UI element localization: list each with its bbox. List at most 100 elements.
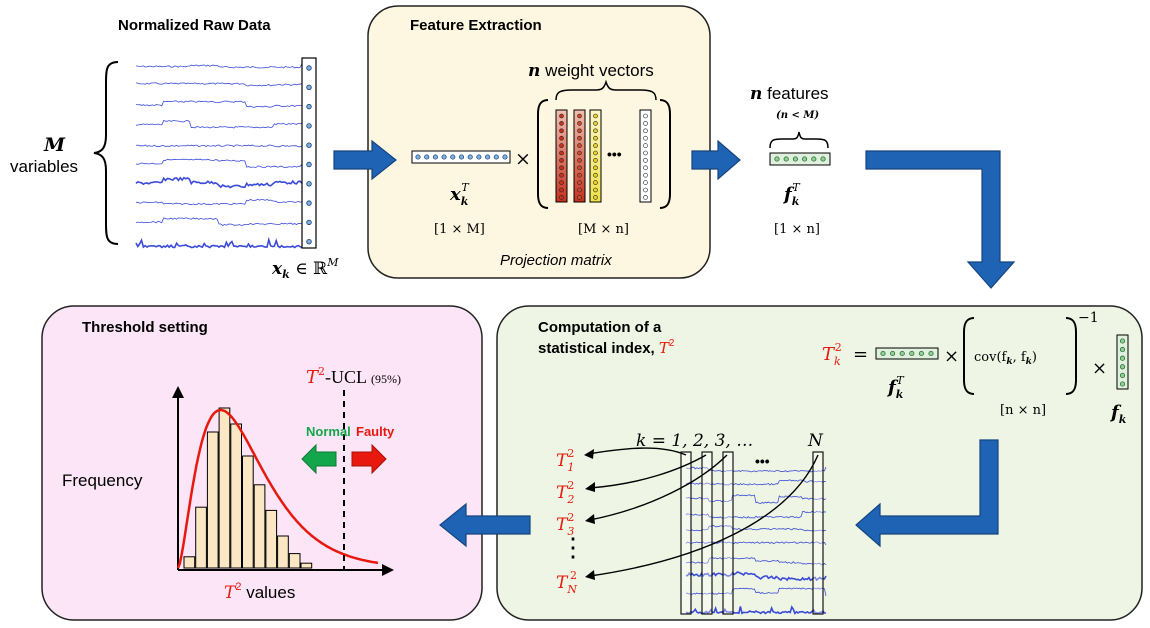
curve-arrow-3 bbox=[589, 454, 728, 521]
weight-dot bbox=[593, 158, 598, 163]
weight-dot bbox=[593, 143, 598, 148]
signal-line bbox=[135, 144, 303, 148]
feature-dot bbox=[1119, 372, 1126, 378]
fkt-label: fkT bbox=[782, 181, 801, 208]
equals-symbol: = bbox=[853, 344, 868, 365]
histogram-bar bbox=[218, 407, 231, 569]
weight-dot bbox=[643, 187, 648, 193]
n-less-m-label: (n < M) bbox=[776, 110, 819, 121]
curve-arrowhead-1 bbox=[584, 449, 594, 459]
feature-dot bbox=[1119, 364, 1126, 370]
weight-dot bbox=[559, 165, 564, 171]
signal-line bbox=[135, 176, 303, 189]
tk2-label: Tk2 bbox=[822, 341, 842, 368]
vector-dot bbox=[493, 154, 499, 160]
cov-expression: cov(fk, fk) bbox=[974, 350, 1037, 367]
feature-dot bbox=[909, 350, 915, 357]
vector-dot bbox=[306, 161, 312, 168]
weight-dot bbox=[593, 195, 598, 200]
weight-dot bbox=[577, 180, 582, 185]
weight-vectors-brace bbox=[555, 79, 657, 101]
feature-dot bbox=[1119, 347, 1126, 353]
weight-dot bbox=[559, 158, 564, 163]
times-symbol-3: × bbox=[1092, 358, 1107, 379]
weight-dot bbox=[643, 128, 648, 134]
feature-dot bbox=[783, 156, 789, 162]
threshold-setting-panel bbox=[41, 305, 483, 621]
t2-vertical-dots: ⋮ bbox=[560, 533, 586, 563]
stat-fk-vector-dots bbox=[1119, 338, 1126, 387]
weight-dot bbox=[593, 121, 598, 126]
weight-dot bbox=[559, 121, 564, 126]
feature-dot bbox=[880, 350, 886, 357]
arrow-statistic-to-scores bbox=[855, 439, 999, 548]
signal-line bbox=[135, 236, 303, 249]
feature-extraction-title: Feature Extraction bbox=[410, 17, 542, 34]
weight-dot bbox=[643, 143, 648, 148]
histogram-bar bbox=[288, 553, 301, 569]
times-symbol-1: × bbox=[515, 148, 531, 170]
signal-line bbox=[135, 158, 303, 168]
vector-dot bbox=[306, 219, 312, 226]
weight-dot bbox=[577, 143, 582, 148]
sample-column bbox=[812, 451, 824, 615]
weight-dot bbox=[643, 165, 648, 171]
feature-dot bbox=[802, 156, 808, 162]
cov-dimension: [n × n] bbox=[1000, 403, 1046, 418]
matrix-left-bracket bbox=[537, 99, 549, 209]
signal-line bbox=[135, 63, 303, 69]
statistic-panel bbox=[496, 305, 1143, 621]
m-label: M bbox=[43, 134, 66, 156]
n-features-label: n features bbox=[750, 84, 829, 104]
weight-vector-column bbox=[589, 109, 602, 203]
signal-line bbox=[685, 525, 827, 532]
x-axis-arrowhead bbox=[382, 564, 394, 576]
times-symbol-2: × bbox=[944, 346, 959, 367]
signal-line bbox=[135, 217, 303, 226]
weight-dot bbox=[559, 135, 564, 141]
projection-matrix-label: Projection matrix bbox=[500, 252, 612, 269]
vector-dot bbox=[476, 154, 482, 160]
xk-column-vector bbox=[301, 57, 317, 249]
weight-dot bbox=[577, 195, 582, 200]
weight-vector-columns bbox=[555, 109, 652, 203]
faulty-label: Faulty bbox=[356, 424, 395, 439]
weight-dot bbox=[593, 172, 598, 178]
stat-fkt-row-vector bbox=[875, 347, 939, 360]
vector-dot bbox=[306, 103, 312, 110]
weight-vector-column bbox=[555, 109, 568, 203]
weight-dot bbox=[593, 165, 598, 171]
signal-line bbox=[135, 100, 303, 108]
weight-dot bbox=[643, 150, 648, 156]
vector-dot bbox=[306, 84, 312, 90]
normal-label: Normal bbox=[306, 424, 351, 439]
vector-dot bbox=[306, 200, 312, 206]
histogram-bar bbox=[277, 535, 289, 569]
histogram-bar bbox=[195, 506, 207, 569]
t2-score-list: T12 T22 T32 TN2 bbox=[556, 447, 577, 596]
xk-label: xk ∈ ℝM bbox=[271, 256, 339, 281]
signal-line bbox=[135, 198, 303, 206]
arrow-raw-to-feature bbox=[333, 139, 397, 181]
raw-data-title: Normalized Raw Data bbox=[118, 17, 271, 34]
vector-dot bbox=[502, 154, 508, 160]
feature-dot bbox=[820, 156, 826, 162]
inverse-exponent: −1 bbox=[1078, 310, 1099, 326]
signal-line bbox=[135, 119, 303, 129]
histogram-bar bbox=[242, 455, 254, 569]
variables-label: variables bbox=[10, 157, 78, 176]
histogram-bar bbox=[300, 562, 313, 569]
weight-dot bbox=[577, 121, 582, 126]
vector-dot bbox=[306, 238, 312, 245]
weight-dot bbox=[559, 187, 564, 193]
sample-columns bbox=[680, 451, 824, 615]
k-n-label: N bbox=[807, 431, 824, 451]
curve-arrow-n bbox=[589, 454, 819, 577]
sample-column bbox=[701, 451, 713, 615]
histogram-bars bbox=[183, 407, 313, 569]
signal-line bbox=[686, 587, 827, 596]
weight-dot bbox=[643, 180, 648, 185]
y-axis-arrowhead bbox=[172, 386, 184, 398]
histogram-bar bbox=[206, 431, 219, 569]
weight-dot bbox=[643, 113, 648, 119]
